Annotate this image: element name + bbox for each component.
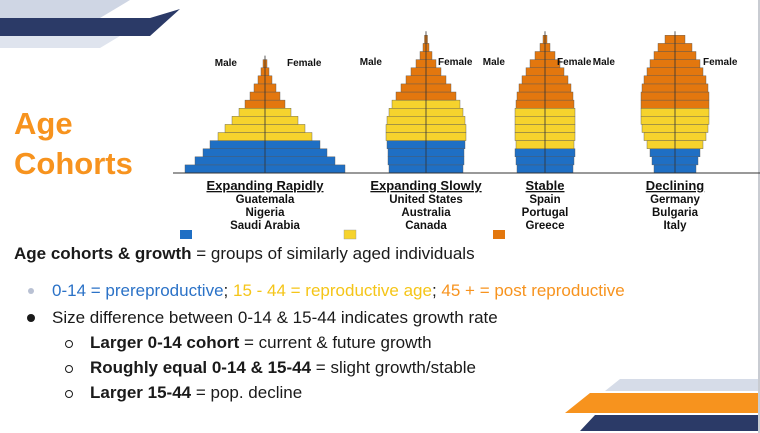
pyramid-3-country: Greece xyxy=(525,220,564,232)
pyramid-1-country: Guatemala xyxy=(236,194,295,206)
legend-reproductive-swatch xyxy=(343,229,357,240)
sub1-rest: = current & future growth xyxy=(239,333,432,352)
bullet-dot-1 xyxy=(28,288,34,294)
pyramid-1-country: Nigeria xyxy=(246,207,286,219)
pyramid-1-male-label: Male xyxy=(215,58,238,69)
pyramid-1-country: Saudi Arabia xyxy=(230,220,300,232)
sub1-bold: Larger 0-14 cohort xyxy=(90,333,240,352)
pyramid-4-female-label: Female xyxy=(703,57,738,68)
title-line-2: Cohorts xyxy=(14,146,133,181)
growth-rate-line: Size difference between 0-14 & 15-44 ind… xyxy=(52,308,498,327)
range-prereproductive: 0-14 = prereproductive xyxy=(52,281,224,300)
cohort-ranges-line: 0-14 = prereproductive; 15 - 44 = reprod… xyxy=(52,281,625,301)
top-left-decoration xyxy=(0,0,180,48)
pyramid-4-male-label: Male xyxy=(593,57,616,68)
sub2-rest: = slight growth/stable xyxy=(311,358,476,377)
pyramid-2-country: Canada xyxy=(405,220,447,232)
sub-bullet-1 xyxy=(65,340,73,348)
definition-text: = groups of similarly aged individuals xyxy=(191,244,475,263)
pyramid-4-country: Germany xyxy=(650,194,700,206)
range-postreproductive: 45 + = post reproductive xyxy=(441,281,625,300)
pyramid-3-country: Spain xyxy=(529,194,560,206)
sub-bullet-2 xyxy=(65,365,73,373)
pyramid-2-country: United States xyxy=(389,194,463,206)
sub-point-stable: Roughly equal 0-14 & 15-44 = slight grow… xyxy=(90,358,476,378)
pyramid-2-heading: Expanding Slowly xyxy=(370,178,482,193)
pyramid-3-male-label: Male xyxy=(483,57,506,68)
pyramid-3-heading: Stable xyxy=(525,178,564,193)
definition-line: Age cohorts & growth = groups of similar… xyxy=(14,244,475,264)
sub3-bold: Larger 15-44 xyxy=(90,383,192,402)
sub-point-decline: Larger 15-44 = pop. decline xyxy=(90,383,302,403)
pyramid-3-female-label: Female xyxy=(557,57,592,68)
legend-prereproductive-swatch xyxy=(180,230,192,239)
pyramid-2-male-label: Male xyxy=(360,57,383,68)
sub3-rest: = pop. decline xyxy=(191,383,303,402)
sub-bullet-3 xyxy=(65,390,73,398)
pyramid-4-country: Italy xyxy=(663,220,687,232)
pyramid-2-female-label: Female xyxy=(438,57,473,68)
legend-postreproductive-swatch xyxy=(493,230,505,239)
slide-title: Age Cohorts xyxy=(14,104,133,184)
pyramid-1-heading: Expanding Rapidly xyxy=(206,178,324,193)
separator-2: ; xyxy=(431,281,437,300)
definition-term: Age cohorts & growth xyxy=(14,244,192,263)
sub2-bold: Roughly equal 0-14 & 15-44 xyxy=(90,358,312,377)
range-reproductive: 15 - 44 = reproductive age xyxy=(233,281,432,300)
pyramid-1-female-label: Female xyxy=(287,58,322,69)
pyramid-3-country: Portugal xyxy=(522,207,569,219)
sub-point-growth: Larger 0-14 cohort = current & future gr… xyxy=(90,333,432,353)
slide-edge xyxy=(758,0,760,433)
separator-1: ; xyxy=(223,281,229,300)
pyramid-4-heading: Declining xyxy=(646,178,705,193)
pyramid-2-country: Australia xyxy=(401,207,451,219)
pyramid-4-country: Bulgaria xyxy=(652,207,699,219)
bullet-dot-2 xyxy=(27,314,35,322)
bottom-right-decoration xyxy=(565,379,760,431)
title-line-1: Age xyxy=(14,106,73,141)
